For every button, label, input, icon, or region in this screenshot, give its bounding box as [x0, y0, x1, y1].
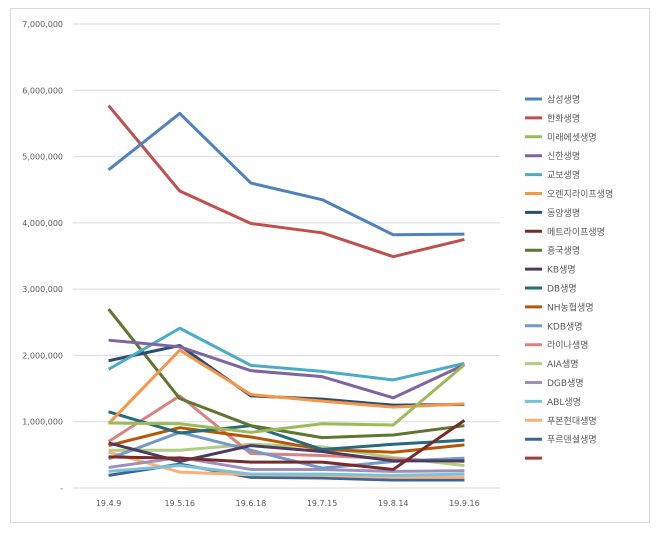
legend-label: NH농협생명 [547, 301, 594, 313]
x-tick-label: 19.4.9 [96, 499, 121, 508]
series-line [108, 419, 466, 471]
legend-label: KDB생명 [547, 321, 583, 332]
series-lines [107, 104, 466, 482]
series-line [107, 394, 465, 463]
y-tick-label: 4,000,000 [22, 219, 63, 228]
x-tick-label: 19.6.18 [236, 499, 267, 508]
legend-label: 삼성생명 [547, 95, 580, 106]
y-tick-label: 1,000,000 [22, 418, 63, 427]
legend-label: ABL생명 [547, 397, 581, 408]
series-line [107, 326, 465, 382]
legend-label: DB생명 [547, 284, 577, 295]
x-tick-label: 19.8.14 [378, 499, 409, 508]
legend-label: 오렌지라이프생명 [547, 189, 613, 200]
y-tick-label: 6,000,000 [22, 86, 63, 95]
legend: 삼성생명한화생명미래에셋생명신한생명교보생명오렌지라이프생명동양생명메트라이프생… [525, 95, 613, 460]
x-tick-label: 19.9.16 [449, 499, 480, 508]
chart-frame [10, 8, 650, 523]
legend-label: 메트라이프생명 [547, 227, 605, 238]
series-line [107, 308, 465, 440]
series-line [108, 363, 466, 434]
y-tick-label: 7,000,000 [22, 20, 63, 29]
series-line [107, 104, 465, 259]
series-line [108, 463, 465, 477]
legend-label: 신한생명 [547, 151, 580, 162]
legend-label: 흥국생명 [547, 245, 580, 257]
x-tick-label: 19.7.15 [307, 499, 338, 508]
y-axis-ticks: - 1,000,000 2,000,000 3,000,000 4,000,000 5,0… [22, 20, 63, 493]
series-line [108, 338, 466, 400]
legend-label: 라이나생명 [547, 340, 588, 351]
legend-label: AIA생명 [547, 359, 579, 370]
x-axis-ticks: 19.4.9 19.5.16 19.6.18 19.7.15 19.8.14 19.9.1… [96, 499, 480, 508]
y-tick-label: 3,000,000 [22, 285, 63, 294]
legend-label: 동양생명 [547, 208, 580, 219]
y-tick-label: - [60, 484, 63, 493]
series-line [107, 348, 465, 425]
legend-label: DGB생명 [547, 378, 584, 389]
x-tick-label: 19.5.16 [164, 499, 195, 508]
legend-label: KB생명 [547, 265, 576, 276]
legend-label: 푸르덴셜생명 [547, 435, 597, 446]
y-tick-label: 2,000,000 [22, 351, 63, 360]
legend-label: 교보생명 [547, 170, 580, 181]
legend-label: 푸본현대생명 [547, 416, 597, 427]
y-tick-label: 5,000,000 [22, 153, 63, 162]
legend-label: 한화생명 [547, 113, 580, 124]
legend-label: 미래에셋생명 [547, 132, 597, 143]
series-line [107, 111, 465, 237]
series-line [108, 410, 465, 452]
gridlines [73, 23, 500, 489]
